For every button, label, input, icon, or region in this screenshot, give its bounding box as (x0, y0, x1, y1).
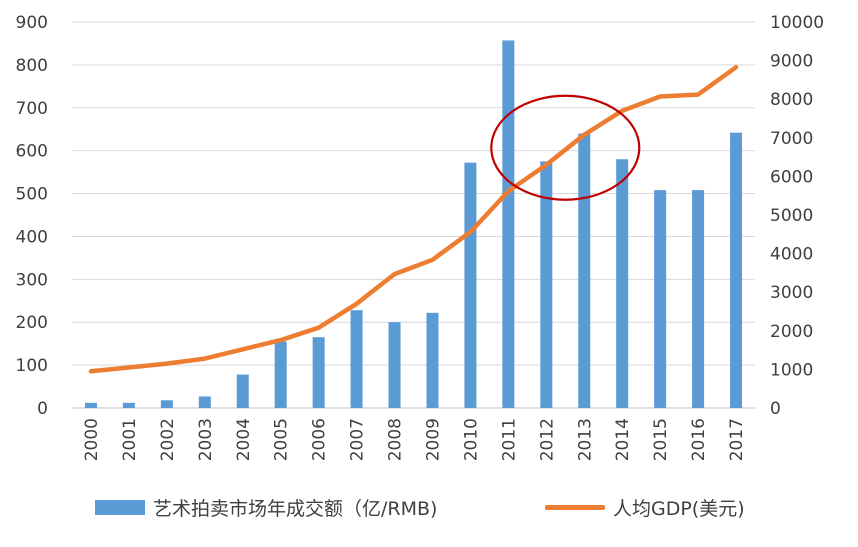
left-tick-label: 200 (16, 313, 48, 333)
right-tick-label: 10000 (770, 13, 824, 33)
bar (350, 310, 363, 408)
x-tick-label: 2014 (613, 418, 633, 461)
bar (122, 402, 135, 408)
left-tick-label: 600 (16, 142, 48, 162)
right-tick-label: 1000 (770, 360, 813, 380)
x-tick-label: 2015 (651, 418, 671, 461)
right-tick-label: 2000 (770, 322, 813, 342)
x-tick-label: 2017 (727, 418, 747, 461)
bar (730, 132, 743, 409)
bar (274, 341, 287, 408)
x-tick-label: 2004 (234, 418, 254, 461)
bar (236, 374, 249, 408)
left-tick-label: 800 (16, 56, 48, 76)
right-tick-label: 4000 (770, 245, 813, 265)
right-tick-label: 7000 (770, 129, 813, 149)
legend-item-line: 人均GDP(美元) (545, 494, 745, 521)
left-axis-ticks: 0 100 200 300 400 500 600 700 800 900 (16, 13, 48, 419)
left-tick-label: 300 (16, 270, 48, 290)
x-tick-label: 2016 (689, 418, 709, 461)
highlight-ellipse (490, 94, 641, 201)
x-tick-label: 2001 (120, 418, 140, 461)
highlight-ellipse-shape (490, 94, 641, 201)
legend-label-bar: 艺术拍卖市场年成交额（亿/RMB) (153, 498, 438, 520)
bar (388, 322, 401, 408)
left-tick-label: 400 (16, 227, 48, 247)
bar (692, 190, 705, 408)
left-tick-label: 900 (16, 13, 48, 33)
bar (540, 161, 553, 408)
x-tick-label: 2009 (423, 418, 443, 461)
right-tick-label: 8000 (770, 90, 813, 110)
bar (654, 190, 667, 408)
right-tick-label: 3000 (770, 283, 813, 303)
x-tick-label: 2010 (461, 418, 481, 461)
legend-label-line: 人均GDP(美元) (613, 498, 745, 520)
bar (502, 40, 515, 408)
x-tick-label: 2005 (272, 418, 292, 461)
left-tick-label: 700 (16, 99, 48, 119)
gridlines (72, 21, 755, 409)
legend: 艺术拍卖市场年成交额（亿/RMB) 人均GDP(美元) (0, 494, 858, 524)
left-tick-label: 0 (37, 399, 48, 419)
bar (426, 312, 439, 408)
line-series (88, 64, 739, 374)
right-tick-label: 9000 (770, 52, 813, 72)
x-tick-label: 2008 (386, 418, 406, 461)
x-tick-label: 2011 (499, 418, 519, 461)
right-tick-label: 6000 (770, 167, 813, 187)
x-tick-label: 2012 (537, 418, 557, 461)
x-tick-label: 2003 (196, 418, 216, 461)
right-tick-label: 5000 (770, 206, 813, 226)
bar-series (84, 40, 743, 409)
right-tick-label: 0 (770, 399, 781, 419)
legend-item-bar: 艺术拍卖市场年成交额（亿/RMB) (95, 494, 437, 521)
x-tick-label: 2006 (310, 418, 330, 461)
bar (464, 162, 477, 408)
left-tick-label: 100 (16, 356, 48, 376)
x-tick-label: 2002 (158, 418, 178, 461)
gdp-line (88, 64, 739, 374)
chart-area: 0 100 200 300 400 500 600 700 800 900 0 1000 2000 30… (16, 13, 825, 461)
bar (578, 133, 591, 408)
x-tick-label: 2013 (575, 418, 595, 461)
legend-swatch-line (545, 505, 605, 510)
x-axis-ticks: 2000 2001 2002 2003 2004 2005 2006 2007 2008 2009… (82, 418, 747, 461)
x-tick-label: 2000 (82, 418, 102, 461)
right-axis-ticks: 0 1000 2000 3000 4000 5000 6000 7000 8000 9000 100… (770, 13, 824, 419)
bar (198, 396, 211, 408)
bar (84, 402, 97, 408)
x-tick-label: 2007 (348, 418, 368, 461)
legend-swatch-bar (95, 500, 145, 515)
left-tick-label: 500 (16, 185, 48, 205)
bar (160, 400, 173, 408)
bar (312, 337, 325, 408)
bar (616, 159, 629, 408)
